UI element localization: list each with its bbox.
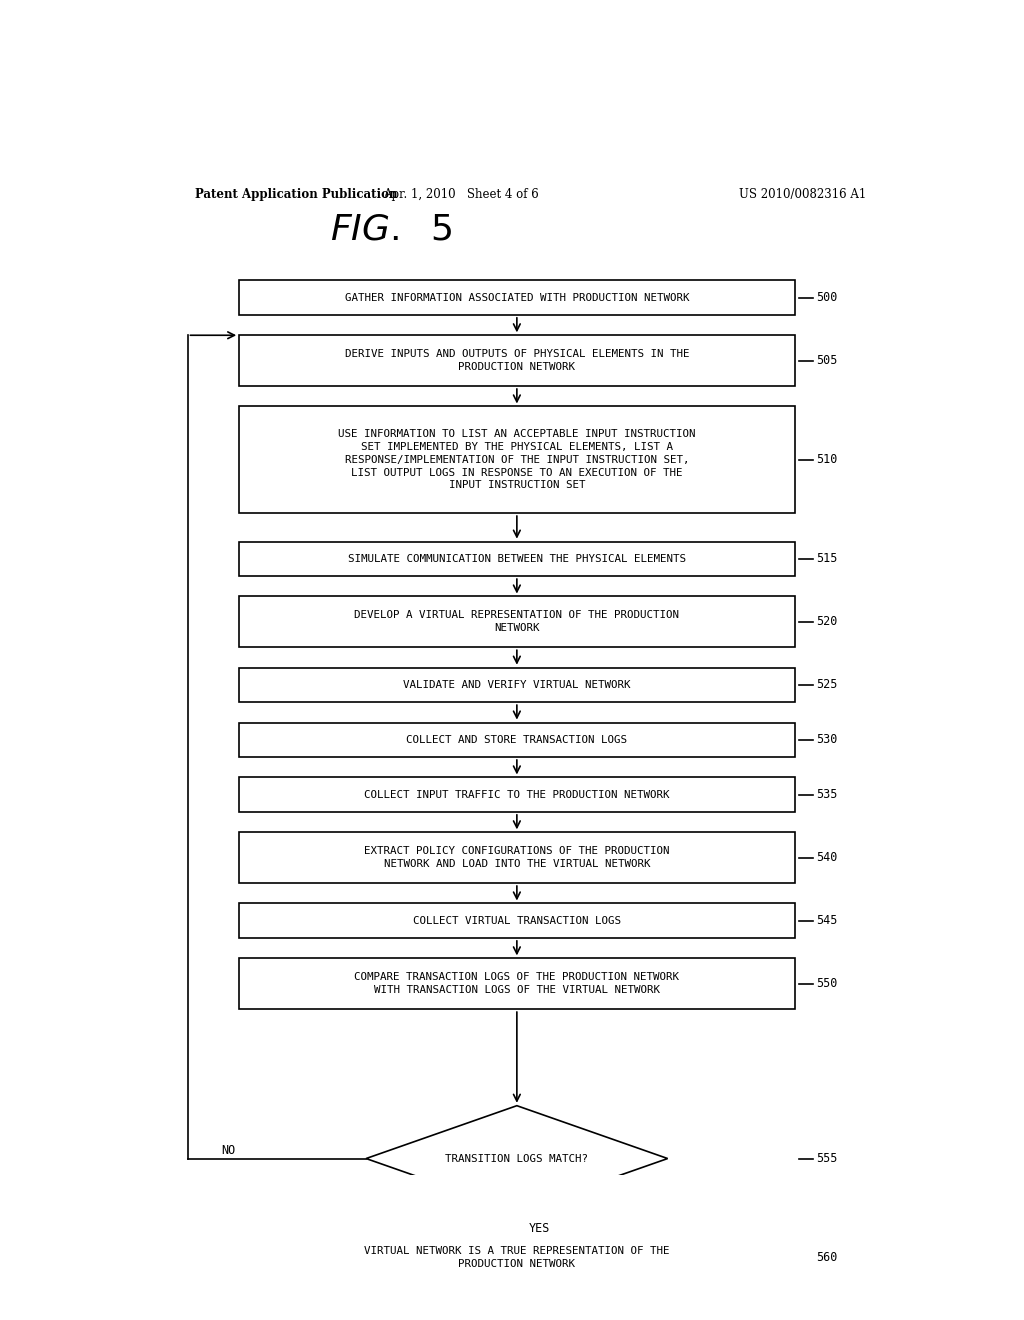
Text: VIRTUAL NETWORK IS A TRUE REPRESENTATION OF THE
PRODUCTION NETWORK: VIRTUAL NETWORK IS A TRUE REPRESENTATION… xyxy=(365,1246,670,1269)
Text: 515: 515 xyxy=(816,552,838,565)
Text: DERIVE INPUTS AND OUTPUTS OF PHYSICAL ELEMENTS IN THE
PRODUCTION NETWORK: DERIVE INPUTS AND OUTPUTS OF PHYSICAL EL… xyxy=(345,350,689,372)
Bar xyxy=(240,903,795,939)
Text: 550: 550 xyxy=(816,977,838,990)
Text: 540: 540 xyxy=(816,851,838,865)
Text: VALIDATE AND VERIFY VIRTUAL NETWORK: VALIDATE AND VERIFY VIRTUAL NETWORK xyxy=(403,680,631,690)
Text: GATHER INFORMATION ASSOCIATED WITH PRODUCTION NETWORK: GATHER INFORMATION ASSOCIATED WITH PRODU… xyxy=(345,293,689,302)
Text: USE INFORMATION TO LIST AN ACCEPTABLE INPUT INSTRUCTION
SET IMPLEMENTED BY THE P: USE INFORMATION TO LIST AN ACCEPTABLE IN… xyxy=(338,429,695,490)
Text: 545: 545 xyxy=(816,915,838,927)
Bar xyxy=(240,407,795,513)
Text: Patent Application Publication: Patent Application Publication xyxy=(196,189,398,202)
Text: 535: 535 xyxy=(816,788,838,801)
Bar xyxy=(240,722,795,758)
Bar xyxy=(240,777,795,812)
Text: YES: YES xyxy=(528,1221,550,1234)
Bar xyxy=(240,1232,795,1283)
Bar xyxy=(240,668,795,702)
Text: SIMULATE COMMUNICATION BETWEEN THE PHYSICAL ELEMENTS: SIMULATE COMMUNICATION BETWEEN THE PHYSI… xyxy=(348,554,686,564)
Text: Apr. 1, 2010   Sheet 4 of 6: Apr. 1, 2010 Sheet 4 of 6 xyxy=(383,189,540,202)
Text: 555: 555 xyxy=(816,1152,838,1166)
Text: 560: 560 xyxy=(816,1250,838,1263)
Text: 525: 525 xyxy=(816,678,838,692)
Text: TRANSITION LOGS MATCH?: TRANSITION LOGS MATCH? xyxy=(445,1154,589,1163)
Text: COMPARE TRANSACTION LOGS OF THE PRODUCTION NETWORK
WITH TRANSACTION LOGS OF THE : COMPARE TRANSACTION LOGS OF THE PRODUCTI… xyxy=(354,973,679,995)
Text: 505: 505 xyxy=(816,354,838,367)
Text: US 2010/0082316 A1: US 2010/0082316 A1 xyxy=(738,189,866,202)
Text: COLLECT VIRTUAL TRANSACTION LOGS: COLLECT VIRTUAL TRANSACTION LOGS xyxy=(413,916,621,925)
Bar xyxy=(240,833,795,883)
Text: COLLECT AND STORE TRANSACTION LOGS: COLLECT AND STORE TRANSACTION LOGS xyxy=(407,735,628,744)
Text: 530: 530 xyxy=(816,734,838,746)
Text: NO: NO xyxy=(221,1144,236,1156)
Text: COLLECT INPUT TRAFFIC TO THE PRODUCTION NETWORK: COLLECT INPUT TRAFFIC TO THE PRODUCTION … xyxy=(365,789,670,800)
Bar xyxy=(240,541,795,576)
Polygon shape xyxy=(367,1106,668,1212)
Bar xyxy=(240,958,795,1008)
Text: 520: 520 xyxy=(816,615,838,628)
Bar xyxy=(240,335,795,385)
Text: DEVELOP A VIRTUAL REPRESENTATION OF THE PRODUCTION
NETWORK: DEVELOP A VIRTUAL REPRESENTATION OF THE … xyxy=(354,610,679,634)
Text: EXTRACT POLICY CONFIGURATIONS OF THE PRODUCTION
NETWORK AND LOAD INTO THE VIRTUA: EXTRACT POLICY CONFIGURATIONS OF THE PRO… xyxy=(365,846,670,869)
Text: 500: 500 xyxy=(816,292,838,304)
Bar xyxy=(240,597,795,647)
Bar xyxy=(240,280,795,315)
Text: 510: 510 xyxy=(816,453,838,466)
Text: $\mathit{FIG.}$  $\mathit{5}$: $\mathit{FIG.}$ $\mathit{5}$ xyxy=(331,213,454,247)
